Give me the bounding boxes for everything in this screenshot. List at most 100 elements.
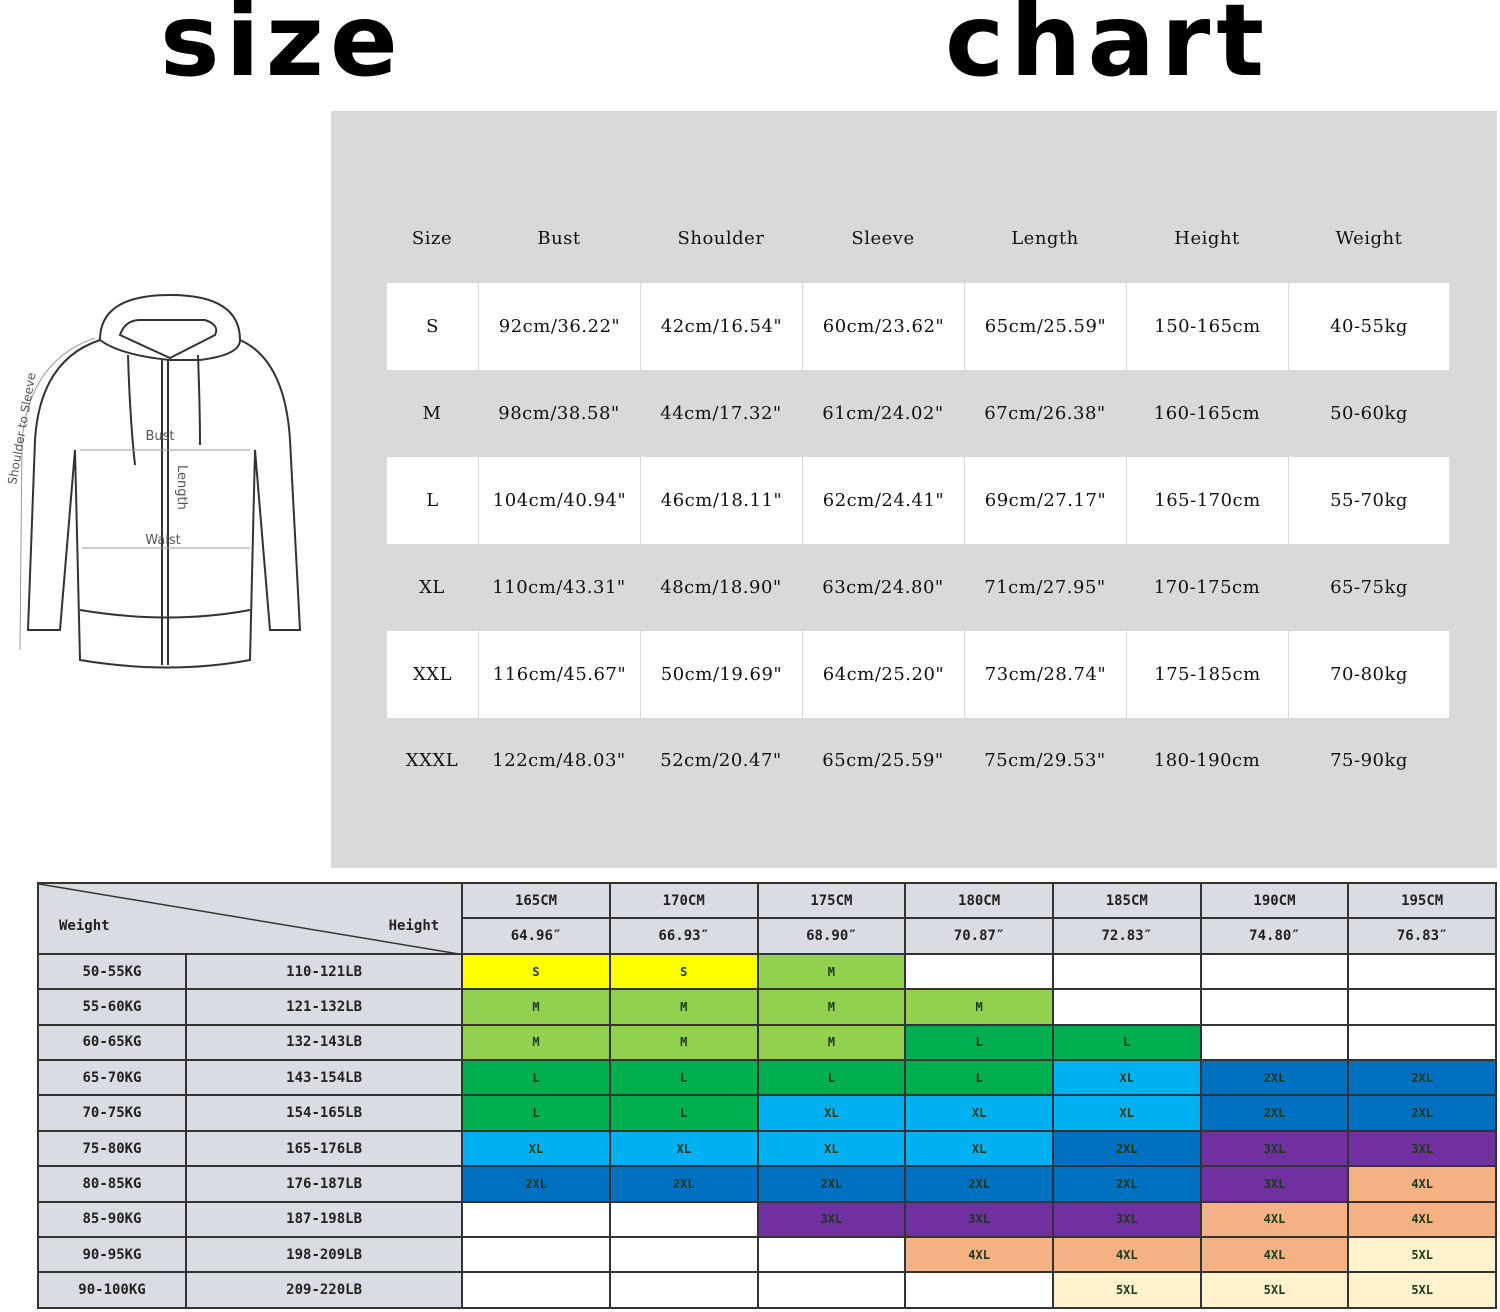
size-row-cell: 116cm/45.67"	[478, 631, 640, 718]
size-row-cell: 70-80kg	[1288, 631, 1450, 718]
height-in-header: 72.83″	[1051, 917, 1202, 955]
height-in-header: 64.96″	[461, 917, 611, 955]
weight-kg: 90-100KG	[37, 1271, 187, 1309]
size-row-cell: 55-70kg	[1288, 457, 1450, 544]
label-bust: Bust	[145, 429, 174, 444]
size-cell: L	[461, 1094, 611, 1132]
size-row: S 92cm/36.22" 42cm/16.54" 60cm/23.62" 65cm/2…	[386, 283, 1450, 370]
size-cell: 2XL	[1347, 1094, 1497, 1132]
size-row-cell: 110cm/43.31"	[492, 577, 626, 598]
weight-label: Weight	[59, 918, 110, 934]
weight-kg: 90-95KG	[37, 1236, 187, 1274]
header-row-cell: Height	[1174, 228, 1240, 249]
size-cell	[608, 1271, 759, 1309]
size-cell: L	[1051, 1023, 1202, 1062]
size-cell: M	[461, 988, 611, 1026]
weight-lb: 121-132LB	[184, 988, 464, 1026]
header-row-cell: Bust	[537, 228, 581, 249]
size-row-cell: 75-90kg	[1330, 750, 1408, 771]
weight-row: 80-85KG 176-187LB 2XL 2XL 2XL 2XL 2XL 3XL 4XL	[37, 1165, 1497, 1203]
size-row-cell: 73cm/28.74"	[964, 631, 1126, 718]
size-cell	[1199, 988, 1350, 1026]
size-row-cell: 64cm/25.20"	[802, 631, 964, 718]
size-cell: 5XL	[1347, 1271, 1497, 1309]
size-cell	[1347, 1023, 1497, 1062]
size-row-cell: M	[422, 403, 442, 424]
size-guide-table: Weight Height 165CM 170CM 175CM 180CM 185CM 190…	[36, 881, 1497, 1309]
height-cm-header: 185CM	[1051, 881, 1202, 920]
size-cell: S	[608, 952, 759, 991]
height-in-header: 70.87″	[904, 917, 1054, 955]
size-row: L 104cm/40.94" 46cm/18.11" 62cm/24.41" 69cm/…	[386, 457, 1450, 544]
size-cell: XL	[756, 1129, 907, 1168]
size-cell	[461, 1200, 611, 1239]
size-cell: 2XL	[608, 1165, 759, 1203]
size-row-cell: 61cm/24.02"	[822, 403, 944, 424]
weight-lb: 154-165LB	[184, 1094, 464, 1132]
header-row-cell: Sleeve	[851, 228, 915, 249]
weight-row: 65-70KG 143-154LB L L L L XL 2XL 2XL	[37, 1059, 1497, 1097]
size-cell: M	[756, 988, 907, 1026]
size-cell: 2XL	[1199, 1094, 1350, 1132]
size-row-cell: 62cm/24.41"	[802, 457, 964, 544]
size-row-cell: 122cm/48.03"	[492, 750, 626, 771]
weight-row: 75-80KG 165-176LB XL XL XL XL 2XL 3XL 3XL	[37, 1129, 1497, 1168]
height-in-header: 74.80″	[1199, 917, 1350, 955]
size-row-cell: 50-60kg	[1330, 403, 1408, 424]
size-cell: 5XL	[1199, 1271, 1350, 1309]
size-cell: XL	[461, 1129, 611, 1168]
header-row: Size Bust Shoulder Sleeve Length Height Weight	[386, 195, 1450, 282]
weight-lb: 110-121LB	[184, 952, 464, 991]
size-cell: M	[756, 952, 907, 991]
size-row-cell: 63cm/24.80"	[822, 577, 944, 598]
size-row-cell: S	[386, 283, 478, 370]
size-row-cell: 175-185cm	[1126, 631, 1288, 718]
size-row-cell: 67cm/26.38"	[984, 403, 1106, 424]
weight-kg: 80-85KG	[37, 1165, 187, 1203]
weight-lb: 132-143LB	[184, 1023, 464, 1062]
size-cell: 3XL	[1347, 1129, 1497, 1168]
size-row-cell: 50cm/19.69"	[640, 631, 802, 718]
size-row: M 98cm/38.58" 44cm/17.32" 61cm/24.02" 67cm/2…	[386, 370, 1450, 457]
height-cm-header: 165CM	[461, 881, 611, 920]
size-row-cell: 165-170cm	[1126, 457, 1288, 544]
height-in-header: 68.90″	[756, 917, 907, 955]
size-cell: XL	[904, 1129, 1054, 1168]
size-cell: 3XL	[904, 1200, 1054, 1239]
size-cell: 4XL	[1347, 1200, 1497, 1239]
size-cell	[1051, 952, 1202, 991]
size-cell: 4XL	[1051, 1236, 1202, 1274]
size-cell: M	[608, 1023, 759, 1062]
label-length: Length	[174, 465, 189, 510]
size-cell: L	[608, 1094, 759, 1132]
size-cell: XL	[1051, 1094, 1202, 1132]
hoodie-diagram: Bust Waist Length Shoulder to Sleeve	[5, 293, 302, 669]
size-cell	[608, 1236, 759, 1274]
size-cell: L	[461, 1059, 611, 1097]
size-row-cell: 42cm/16.54"	[640, 283, 802, 370]
header-row-cell: Size	[411, 228, 453, 249]
size-cell: L	[608, 1059, 759, 1097]
weight-lb: 143-154LB	[184, 1059, 464, 1097]
weight-row: 85-90KG 187-198LB 3XL 3XL 3XL 4XL 4XL	[37, 1200, 1497, 1239]
size-cell: 5XL	[1051, 1271, 1202, 1309]
size-cell	[1199, 1023, 1350, 1062]
size-row-cell: 75cm/29.53"	[984, 750, 1106, 771]
size-cell	[1199, 952, 1350, 991]
weight-kg: 60-65KG	[37, 1023, 187, 1062]
size-cell: 4XL	[1347, 1165, 1497, 1203]
weight-kg: 85-90KG	[37, 1200, 187, 1239]
size-cell: L	[904, 1023, 1054, 1062]
size-row-cell: 65cm/25.59"	[964, 283, 1126, 370]
size-cell	[1347, 952, 1497, 991]
size-cell	[904, 1271, 1054, 1309]
title-size: size	[160, 0, 404, 99]
header-row-cell: Shoulder	[677, 228, 765, 249]
size-row-cell: 104cm/40.94"	[478, 457, 640, 544]
size-row-cell: 40-55kg	[1288, 283, 1450, 370]
weight-kg: 70-75KG	[37, 1094, 187, 1132]
size-row-cell: 98cm/38.58"	[498, 403, 620, 424]
weight-row: 90-100KG 209-220LB 5XL 5XL 5XL	[37, 1271, 1497, 1309]
size-row-cell: 65-75kg	[1330, 577, 1408, 598]
diagonal-divider	[39, 884, 465, 955]
